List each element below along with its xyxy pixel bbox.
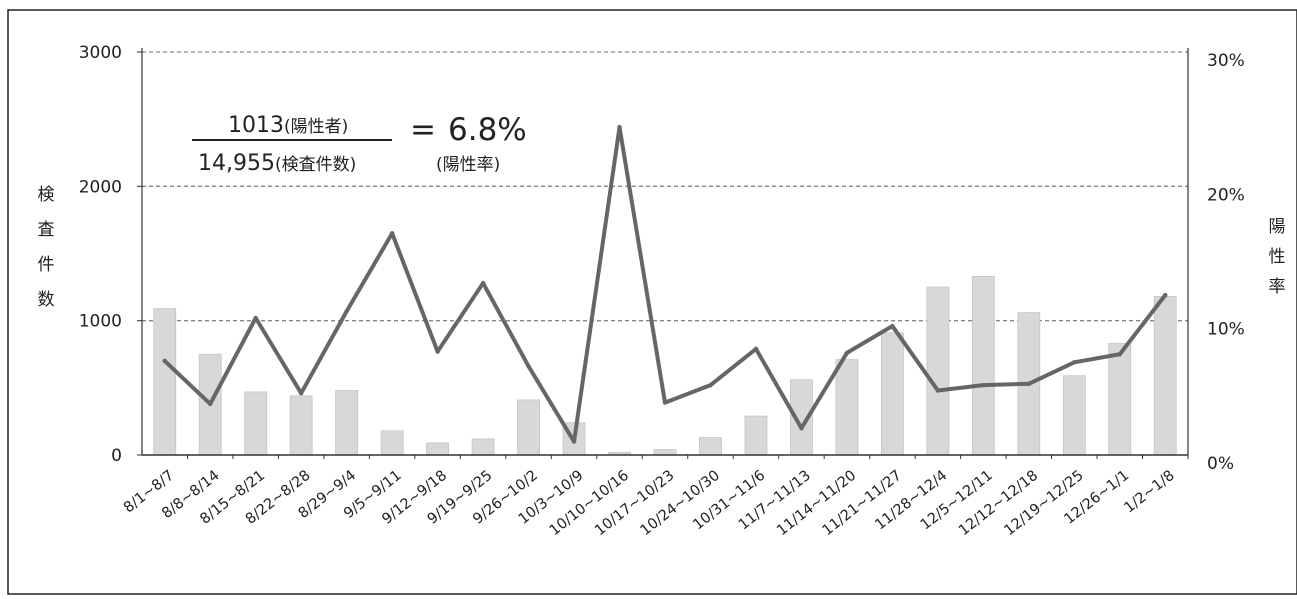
bar <box>653 449 677 456</box>
bar <box>835 359 859 456</box>
y-right-axis-title-char: 率 <box>1269 277 1286 297</box>
y-left-axis-title-char: 数 <box>38 290 55 310</box>
y-right-axis-title-char: 性 <box>1269 247 1286 267</box>
bar <box>744 415 768 456</box>
line-point <box>935 388 941 393</box>
bar <box>971 275 995 456</box>
bar <box>335 390 359 456</box>
y-right-axis-title-char: 陽 <box>1269 217 1286 237</box>
line-point <box>1072 360 1077 365</box>
formula-result: 6.8% <box>448 112 527 148</box>
formula-denominator: 14,955(検査件数) <box>198 151 356 176</box>
y-left-tick-label: 0 <box>111 446 122 466</box>
bar <box>880 332 904 456</box>
bar <box>471 438 495 456</box>
line-point <box>344 309 349 314</box>
y-left-tick-label: 3000 <box>79 43 122 63</box>
x-tick-label: 10/17~10/23 <box>592 468 677 540</box>
line-point <box>480 280 486 286</box>
x-tick-label: 11/14~11/20 <box>774 468 859 540</box>
formula-numerator: 1013(陽性者) <box>228 113 348 138</box>
bar <box>426 442 450 456</box>
line-point <box>526 364 531 369</box>
line-point <box>298 391 304 396</box>
bar <box>699 437 722 456</box>
formula-numerator-value: 1013 <box>228 113 284 138</box>
chart-frame <box>7 9 1297 595</box>
formula-denominator-unit: (検査件数) <box>275 155 356 175</box>
y-left-tick-label: 2000 <box>79 177 122 197</box>
bar <box>244 391 268 456</box>
bar <box>1062 375 1086 456</box>
y-right-tick-label: 0% <box>1207 454 1234 474</box>
y-left-axis-title-char: 検 <box>38 185 55 205</box>
line-point <box>617 125 622 130</box>
line-point <box>162 358 167 364</box>
bar <box>1153 296 1177 456</box>
line-point <box>253 315 258 321</box>
line-point <box>1163 292 1168 298</box>
formula-denominator-value: 14,955 <box>198 151 275 176</box>
line-point <box>981 382 986 388</box>
x-tick-label: 10/24~10/30 <box>638 468 723 540</box>
x-tick-label: 1/2~1/8 <box>1122 468 1178 517</box>
line-point <box>1117 352 1122 357</box>
line-point <box>208 401 213 407</box>
line-point <box>571 439 577 444</box>
y-left-tick-label: 1000 <box>79 312 122 332</box>
formula-numerator-unit: (陽性者) <box>284 117 348 137</box>
line-point <box>708 382 713 388</box>
y-right-tick-label: 10% <box>1207 320 1245 340</box>
line-point <box>753 346 759 352</box>
x-tick-label: 11/21~11/27 <box>820 468 905 540</box>
line-point <box>662 400 668 405</box>
formula-result-label: (陽性率) <box>436 155 500 175</box>
line-point <box>1026 381 1032 387</box>
line-point <box>435 349 440 354</box>
line-point <box>844 350 850 356</box>
bar <box>289 395 313 456</box>
y-right-tick-label: 20% <box>1207 185 1245 205</box>
line-layer <box>162 125 1168 444</box>
x-tick-label: 10/10~10/16 <box>547 468 632 540</box>
bar <box>926 286 950 456</box>
formula-annotation: 1013(陽性者) 14,955(検査件数) = 6.8% (陽性率) <box>192 112 527 176</box>
y-left-axis-title-char: 査 <box>38 220 55 240</box>
bar <box>380 430 404 456</box>
bar <box>1108 343 1132 456</box>
line-point <box>389 231 395 236</box>
axis-layer: 01000200030000%10%20%30%検査件数陽性率8/1~8/78/… <box>38 43 1286 539</box>
bar <box>517 399 540 456</box>
y-right-tick-label: 30% <box>1207 51 1245 71</box>
bar <box>153 308 177 456</box>
grid-layer <box>142 51 1188 322</box>
formula-equals: = <box>410 112 436 148</box>
x-tick-label: 12/12~12/18 <box>956 468 1041 540</box>
line-point <box>890 323 895 329</box>
y-left-axis-title-char: 件 <box>38 255 55 275</box>
bars-layer <box>153 275 1177 456</box>
line-point <box>799 425 804 431</box>
x-tick-label: 12/19~12/25 <box>1001 468 1086 540</box>
